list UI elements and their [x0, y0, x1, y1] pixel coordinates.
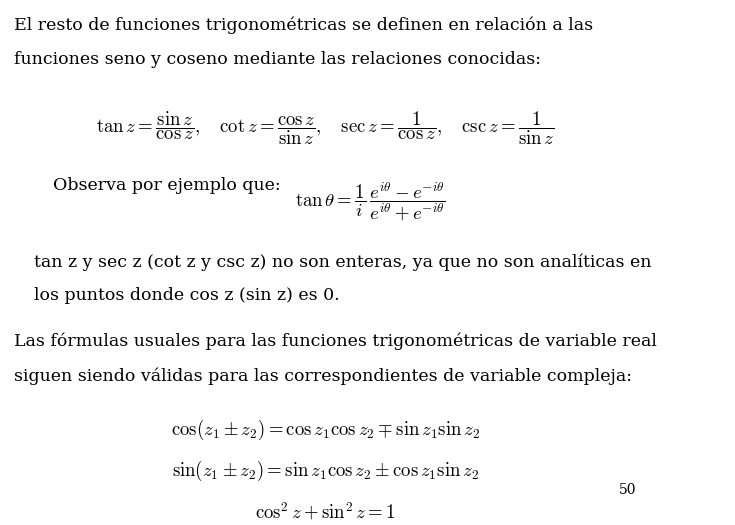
Text: El resto de funciones trigonométricas se definen en relación a las: El resto de funciones trigonométricas se… — [15, 17, 593, 34]
Text: funciones seno y coseno mediante las relaciones conocidas:: funciones seno y coseno mediante las rel… — [15, 51, 542, 68]
Text: 50: 50 — [619, 482, 636, 497]
Text: Observa por ejemplo que:: Observa por ejemplo que: — [53, 177, 281, 194]
Text: $\sin(z_1 \pm z_2) = \sin z_1 \cos z_2 \pm \cos z_1 \sin z_2$: $\sin(z_1 \pm z_2) = \sin z_1 \cos z_2 \… — [172, 459, 478, 484]
Text: $\cos(z_1 \pm z_2) = \cos z_1 \cos z_2 \mp \sin z_1 \sin z_2$: $\cos(z_1 \pm z_2) = \cos z_1 \cos z_2 \… — [171, 418, 480, 442]
Text: $\tan z = \dfrac{\sin z}{\cos z},\quad \cot z = \dfrac{\cos z}{\sin z},\quad \se: $\tan z = \dfrac{\sin z}{\cos z},\quad \… — [96, 109, 554, 147]
Text: Las fórmulas usuales para las funciones trigonométricas de variable real: Las fórmulas usuales para las funciones … — [15, 333, 657, 350]
Text: tan z y sec z (cot z y csc z) no son enteras, ya que no son analíticas en: tan z y sec z (cot z y csc z) no son ent… — [34, 253, 651, 270]
Text: $\cos^2 z + \sin^2 z = 1$: $\cos^2 z + \sin^2 z = 1$ — [255, 501, 395, 522]
Text: $\tan\theta = \dfrac{1}{i}\,\dfrac{e^{i\theta} - e^{-i\theta}}{e^{i\theta} + e^{: $\tan\theta = \dfrac{1}{i}\,\dfrac{e^{i\… — [295, 181, 446, 224]
Text: los puntos donde cos z (sin z) es 0.: los puntos donde cos z (sin z) es 0. — [34, 287, 340, 304]
Text: siguen siendo válidas para las correspondientes de variable compleja:: siguen siendo válidas para las correspon… — [15, 367, 632, 385]
